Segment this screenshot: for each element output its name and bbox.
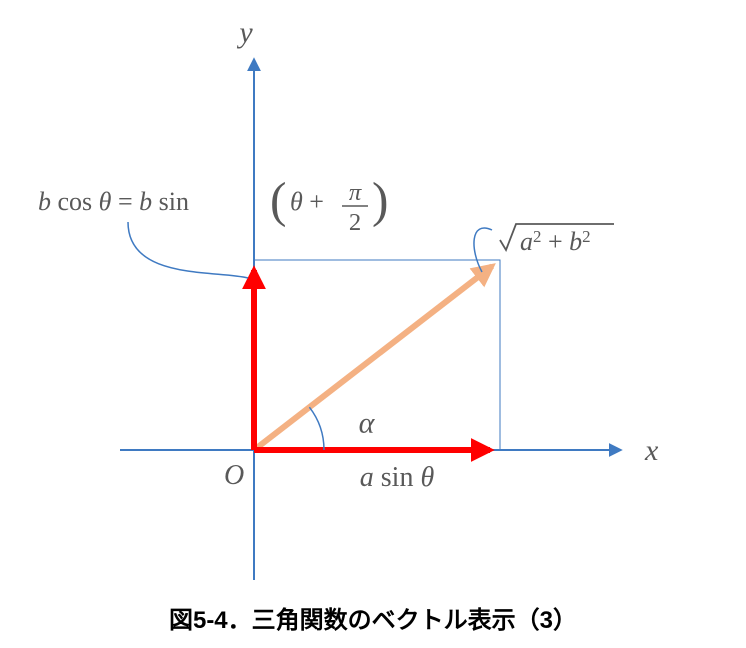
figure-canvas: x y Oα a sin θ b cos θ = b sin (θ + π 2) a2 + b…: [0, 0, 746, 648]
angle-arc: [309, 407, 324, 450]
vertical-vector-label: b cos θ = b sin (θ + π 2): [38, 173, 388, 237]
angle-label: α: [359, 406, 376, 439]
x-axis-label: x: [644, 434, 659, 467]
figure-caption: 図5-4．三角関数のベクトル表示（3）: [0, 600, 746, 635]
svg-text:a2 + b2: a2 + b2: [520, 227, 591, 256]
horizontal-vector-label: a sin θ: [360, 462, 435, 493]
svg-text:): ): [372, 173, 388, 228]
origin-label: O: [224, 460, 244, 491]
svg-text:b cos θ = b sin: b cos θ = b sin: [38, 187, 189, 216]
diagonal-vector-label: a2 + b2: [500, 224, 614, 256]
svg-text:π: π: [349, 179, 362, 206]
vector-diagram-svg: x y Oα a sin θ b cos θ = b sin (θ + π 2) a2 + b…: [0, 0, 746, 648]
svg-text:θ +: θ +: [290, 187, 324, 216]
svg-text:(: (: [270, 173, 286, 228]
leader-line-vertical: [128, 222, 248, 278]
svg-text:2: 2: [349, 209, 361, 236]
y-axis-label: y: [236, 16, 253, 49]
